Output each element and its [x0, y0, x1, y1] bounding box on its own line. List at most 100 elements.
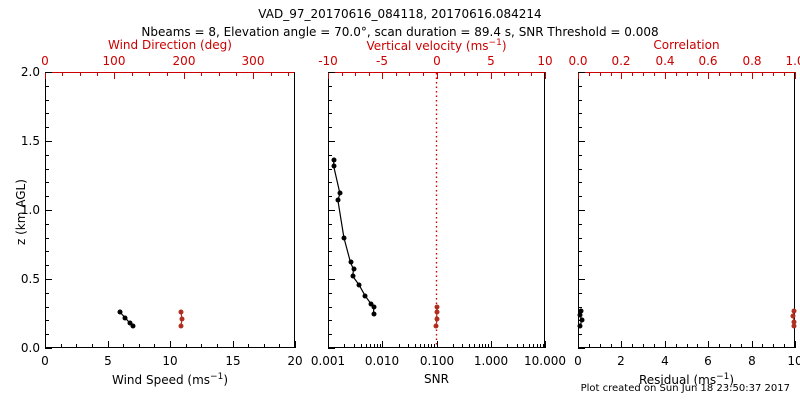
axis-tick — [361, 344, 362, 348]
yaxis-minor-tick — [328, 113, 332, 114]
axis-tick — [719, 72, 720, 76]
axis-tick — [741, 72, 742, 76]
data-point-wind-speed — [122, 315, 128, 321]
yaxis-minor-tick — [578, 169, 582, 170]
data-point-vertical-velocity — [433, 323, 439, 329]
panel-1-xtick-label-top: 200 — [172, 54, 196, 68]
data-point-residual — [577, 323, 583, 329]
axis-tick — [632, 72, 633, 76]
yaxis-tick-label: 0.0 — [20, 341, 40, 355]
axis-tick — [752, 341, 753, 348]
axis-tick — [434, 344, 435, 348]
axis-tick — [279, 344, 280, 348]
panel-2-xtick-label: 0.001 — [310, 354, 346, 368]
axis-tick — [369, 72, 370, 76]
panel-3-xtick-label-top: 0.6 — [698, 54, 718, 68]
yaxis-minor-tick — [328, 265, 332, 266]
data-point-snr — [362, 293, 368, 299]
yaxis-minor-tick — [328, 238, 332, 239]
yaxis-minor-tick — [328, 210, 332, 211]
yaxis-tick — [328, 348, 335, 349]
panel-3-xtick-label-top: 0.4 — [655, 54, 675, 68]
data-point-snr — [331, 157, 337, 163]
axis-tick — [621, 72, 622, 79]
axis-tick — [409, 72, 410, 76]
panel-1-xtick-label: 10 — [162, 354, 178, 368]
yaxis-minor-tick — [328, 334, 332, 335]
axis-tick — [632, 344, 633, 348]
panel-1-xtick-label-top: 0 — [41, 54, 49, 68]
plot-timestamp-footer: Plot created on Sun Jun 18 23:50:37 2017 — [580, 383, 790, 394]
axis-tick — [752, 72, 753, 79]
axis-tick — [518, 72, 519, 76]
yaxis-minor-tick — [578, 196, 582, 197]
yaxis-minor-tick — [45, 334, 49, 335]
panel-1-xtick-label: 20 — [287, 354, 303, 368]
yaxis-tick — [328, 141, 335, 142]
axis-tick — [517, 344, 518, 348]
axis-tick — [611, 344, 612, 348]
axis-tick — [485, 344, 486, 348]
data-point-snr — [335, 197, 341, 203]
axis-tick — [730, 344, 731, 348]
panel-3-xaxis-label-top: Correlation — [653, 38, 720, 52]
data-point-vertical-velocity — [434, 304, 440, 310]
panel-3-xtick-label: 4 — [661, 354, 669, 368]
axis-tick — [382, 341, 383, 348]
axis-tick — [784, 344, 785, 348]
axis-tick — [540, 344, 541, 348]
axis-tick — [154, 344, 155, 348]
panel-1-xaxis-label: Wind Speed (ms−1) — [112, 372, 228, 387]
yaxis-minor-tick — [45, 238, 49, 239]
axis-tick — [784, 72, 785, 76]
axis-tick — [374, 344, 375, 348]
yaxis-minor-tick — [578, 238, 582, 239]
axis-tick — [578, 341, 579, 348]
axis-tick — [217, 344, 218, 348]
axis-tick — [219, 72, 220, 76]
panel-2-xtick-label-top: -10 — [318, 54, 338, 68]
axis-tick — [354, 344, 355, 348]
axis-tick — [399, 344, 400, 348]
yaxis-minor-tick — [45, 113, 49, 114]
axis-tick — [533, 344, 534, 348]
axis-tick — [201, 72, 202, 76]
yaxis-minor-tick — [45, 307, 49, 308]
yaxis-minor-tick — [45, 251, 49, 252]
yaxis-minor-tick — [45, 196, 49, 197]
axis-tick — [271, 72, 272, 76]
axis-tick — [589, 344, 590, 348]
panel-2-xtick-label-top: -5 — [376, 54, 388, 68]
axis-tick — [773, 344, 774, 348]
axis-tick — [450, 72, 451, 76]
yaxis-minor-tick — [45, 293, 49, 294]
figure-subtitle: Nbeams = 8, Elevation angle = 70.0°, sca… — [141, 25, 659, 39]
panel-2-xtick-label-top: 5 — [487, 54, 495, 68]
axis-tick — [424, 344, 425, 348]
axis-tick — [621, 341, 622, 348]
axis-tick — [479, 344, 480, 348]
axis-tick — [248, 344, 249, 348]
yaxis-minor-tick — [578, 293, 582, 294]
axis-tick — [167, 72, 168, 76]
axis-tick — [643, 72, 644, 76]
axis-tick — [45, 341, 46, 348]
axis-tick — [773, 72, 774, 76]
figure-title: VAD_97_20170616_084118, 20170616.084214 — [258, 7, 542, 21]
axis-tick — [170, 341, 171, 348]
axis-tick — [464, 72, 465, 76]
yaxis-minor-tick — [578, 265, 582, 266]
data-point-snr — [331, 163, 337, 169]
axis-tick — [201, 344, 202, 348]
axis-tick — [762, 72, 763, 76]
axis-tick — [253, 72, 254, 79]
axis-tick — [477, 72, 478, 76]
axis-tick — [474, 344, 475, 348]
yaxis-minor-tick — [578, 251, 582, 252]
panel-3-xtick-label: 10 — [787, 354, 800, 368]
axis-tick — [108, 341, 109, 348]
axis-tick — [132, 72, 133, 76]
panel-2-xtick-label: 1.000 — [473, 354, 509, 368]
data-point-snr — [337, 190, 343, 196]
data-point-wind-speed — [117, 309, 123, 315]
